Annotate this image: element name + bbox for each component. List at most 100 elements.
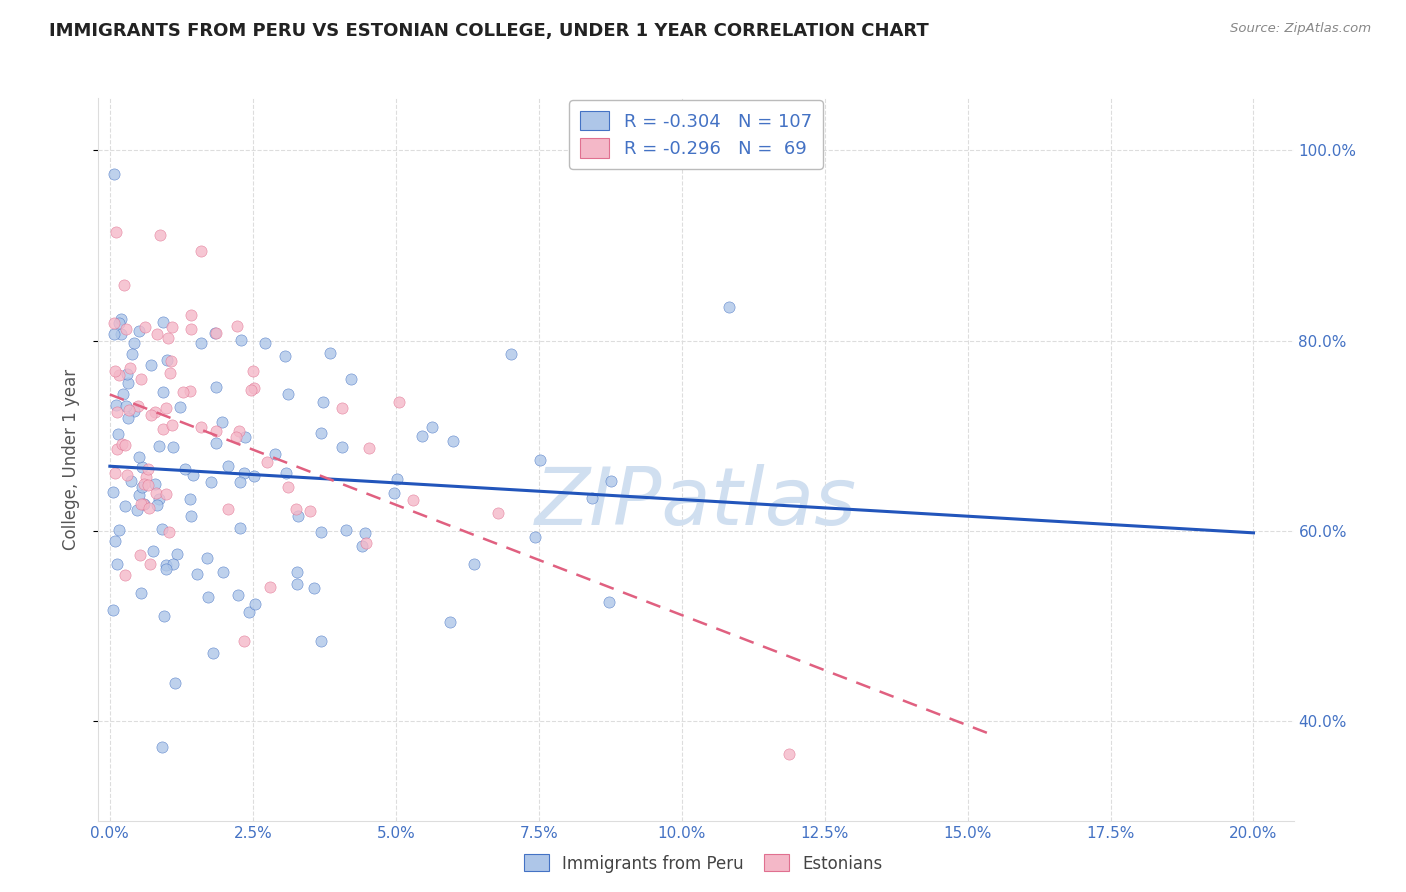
Point — [132, 497, 155, 511]
Point — [103, 326, 125, 341]
Point — [121, 347, 143, 361]
Point — [486, 506, 509, 520]
Point — [166, 547, 188, 561]
Point — [180, 508, 202, 523]
Legend: R = -0.304   N = 107, R = -0.296   N =  69: R = -0.304 N = 107, R = -0.296 N = 69 — [569, 100, 823, 169]
Legend: Immigrants from Peru, Estonians: Immigrants from Peru, Estonians — [517, 847, 889, 880]
Point — [229, 521, 252, 535]
Point — [156, 353, 179, 368]
Point — [357, 442, 380, 456]
Point — [277, 386, 299, 401]
Point — [139, 408, 162, 422]
Y-axis label: College, Under 1 year: College, Under 1 year — [62, 368, 80, 550]
Point — [205, 425, 228, 439]
Point — [174, 462, 197, 476]
Point — [274, 349, 297, 363]
Point — [129, 548, 152, 562]
Point — [148, 439, 170, 453]
Point — [120, 474, 142, 488]
Point — [523, 530, 546, 544]
Point — [104, 225, 127, 239]
Text: IMMIGRANTS FROM PERU VS ESTONIAN COLLEGE, UNDER 1 YEAR CORRELATION CHART: IMMIGRANTS FROM PERU VS ESTONIAN COLLEGE… — [49, 22, 929, 40]
Point — [115, 468, 138, 483]
Point — [131, 460, 153, 475]
Point — [153, 609, 176, 624]
Point — [155, 486, 177, 500]
Point — [115, 322, 138, 336]
Point — [105, 558, 128, 572]
Point — [138, 500, 160, 515]
Text: Source: ZipAtlas.com: Source: ZipAtlas.com — [1230, 22, 1371, 36]
Point — [136, 462, 159, 476]
Point — [110, 327, 132, 342]
Point — [243, 469, 266, 483]
Point — [238, 605, 260, 619]
Point — [104, 364, 127, 378]
Point — [172, 385, 194, 400]
Point — [233, 430, 256, 444]
Point — [129, 372, 152, 386]
Point — [115, 399, 138, 413]
Point — [309, 634, 332, 648]
Point — [110, 437, 132, 451]
Point — [159, 367, 181, 381]
Point — [274, 467, 297, 481]
Point — [190, 336, 212, 351]
Point — [135, 470, 157, 484]
Point — [118, 403, 141, 417]
Point — [190, 244, 212, 258]
Point — [225, 430, 247, 444]
Point — [581, 491, 603, 505]
Point — [180, 308, 202, 322]
Point — [277, 480, 299, 494]
Point — [205, 435, 228, 450]
Point — [114, 438, 136, 452]
Point — [101, 485, 124, 500]
Point — [103, 167, 125, 181]
Point — [243, 381, 266, 395]
Point — [285, 565, 308, 579]
Point — [354, 525, 377, 540]
Point — [107, 427, 129, 442]
Point — [330, 401, 353, 416]
Point — [128, 450, 150, 464]
Point — [309, 426, 332, 441]
Point — [122, 404, 145, 418]
Point — [165, 675, 187, 690]
Point — [190, 419, 212, 434]
Point — [217, 502, 239, 516]
Point — [157, 525, 180, 540]
Point — [101, 603, 124, 617]
Point — [112, 387, 135, 401]
Point — [179, 384, 201, 398]
Point — [129, 586, 152, 600]
Point — [285, 501, 308, 516]
Point — [299, 504, 322, 518]
Point — [117, 367, 139, 381]
Point — [128, 325, 150, 339]
Point — [598, 595, 620, 609]
Point — [402, 493, 425, 508]
Point — [132, 497, 155, 511]
Point — [319, 345, 342, 359]
Point — [104, 467, 127, 481]
Point — [242, 364, 264, 378]
Point — [420, 420, 443, 434]
Point — [441, 434, 464, 449]
Point — [382, 486, 405, 500]
Point — [110, 311, 132, 326]
Point — [330, 440, 353, 454]
Point — [157, 331, 180, 345]
Point — [186, 566, 208, 581]
Point — [152, 421, 174, 435]
Point — [233, 634, 256, 648]
Point — [108, 316, 131, 330]
Point — [108, 523, 131, 537]
Point — [162, 557, 184, 571]
Point — [148, 491, 170, 506]
Point — [354, 536, 377, 550]
Point — [217, 458, 239, 473]
Point — [155, 558, 177, 573]
Point — [599, 474, 621, 488]
Point — [138, 478, 160, 492]
